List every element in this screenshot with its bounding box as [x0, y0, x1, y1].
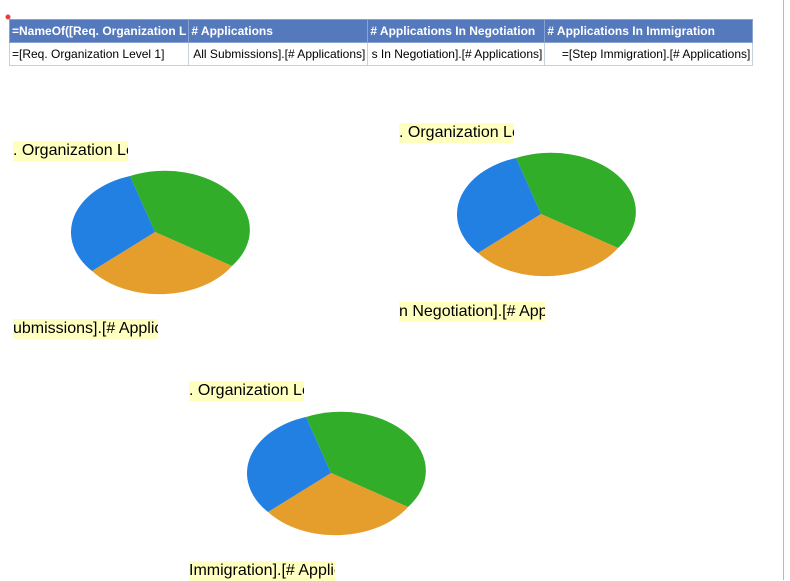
pie-slice — [70, 176, 155, 271]
pie-slice — [306, 411, 426, 507]
chart-label[interactable]: ubmissions].[# Applic — [13, 319, 158, 339]
chart-label[interactable]: . Organization Le — [13, 141, 128, 161]
page-edge — [783, 0, 784, 580]
pie-slice — [246, 417, 331, 512]
header-cell[interactable]: # Applications — [188, 19, 369, 43]
cell[interactable]: All Submissions].[# Applications] — [188, 42, 369, 66]
anchor-dot — [5, 14, 11, 20]
chart-label[interactable]: . Organization Le — [399, 123, 514, 143]
pie-slice — [516, 152, 636, 248]
cell[interactable]: =[Req. Organization Level 1] — [8, 42, 190, 66]
pie-slice — [130, 170, 250, 266]
cell[interactable]: s In Negotiation].[# Applications] — [367, 42, 546, 66]
header-cell[interactable]: # Applications In Immigration — [544, 19, 754, 43]
data-row: =[Req. Organization Level 1] All Submiss… — [8, 42, 754, 66]
chart-label[interactable]: n Negotiation].[# App — [399, 302, 545, 322]
pie-slice — [478, 214, 618, 277]
header-cell[interactable]: # Applications In Negotiation — [367, 19, 546, 43]
header-row: =NameOf([Req. Organization L # Applicati… — [8, 19, 754, 43]
report-table: =NameOf([Req. Organization L # Applicati… — [8, 19, 754, 66]
pie-slice — [92, 232, 232, 295]
pie-slice — [268, 473, 408, 536]
pie-slice — [456, 158, 541, 253]
chart-label[interactable]: Immigration].[# Applic — [189, 561, 335, 581]
cell[interactable]: =[Step Immigration].[# Applications] — [544, 42, 754, 66]
chart-label[interactable]: . Organization Le — [189, 381, 304, 401]
header-cell[interactable]: =NameOf([Req. Organization L — [8, 19, 190, 43]
